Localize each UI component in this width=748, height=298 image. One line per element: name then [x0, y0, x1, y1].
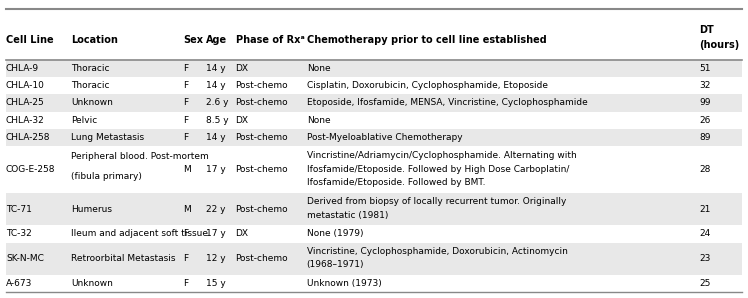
Text: Peripheral blood. Post-mortem: Peripheral blood. Post-mortem: [71, 152, 209, 161]
Text: Thoracic: Thoracic: [71, 81, 109, 90]
Text: M: M: [183, 205, 191, 214]
Bar: [6, 129, 742, 146]
Text: 12 y: 12 y: [206, 254, 225, 263]
Text: CHLA-258: CHLA-258: [6, 133, 50, 142]
Text: 17 y: 17 y: [206, 165, 225, 174]
Text: Phase of Rxᵃ: Phase of Rxᵃ: [236, 35, 304, 45]
Text: COG-E-258: COG-E-258: [6, 165, 55, 174]
Text: F: F: [183, 133, 188, 142]
Text: Post-chemo: Post-chemo: [236, 98, 288, 108]
Text: 32: 32: [699, 81, 711, 90]
Text: Post-chemo: Post-chemo: [236, 254, 288, 263]
Text: 17 y: 17 y: [206, 229, 225, 238]
Text: None: None: [307, 116, 331, 125]
Text: Cisplatin, Doxorubicin, Cyclophosphamide, Etoposide: Cisplatin, Doxorubicin, Cyclophosphamide…: [307, 81, 548, 90]
Text: Chemotherapy prior to cell line established: Chemotherapy prior to cell line establis…: [307, 35, 547, 45]
Text: 51: 51: [699, 64, 711, 73]
Text: (1968–1971): (1968–1971): [307, 260, 364, 269]
Text: DX: DX: [236, 116, 248, 125]
Text: CHLA-32: CHLA-32: [6, 116, 45, 125]
Text: 22 y: 22 y: [206, 205, 225, 214]
Text: 2.6 y: 2.6 y: [206, 98, 228, 108]
Text: Location: Location: [71, 35, 118, 45]
Bar: [6, 243, 742, 275]
Text: 89: 89: [699, 133, 711, 142]
Text: (hours): (hours): [699, 40, 740, 50]
Text: Unknown: Unknown: [71, 279, 113, 288]
Text: 28: 28: [699, 165, 711, 174]
Text: SK-N-MC: SK-N-MC: [6, 254, 44, 263]
Text: Cell Line: Cell Line: [6, 35, 54, 45]
Text: DX: DX: [236, 229, 248, 238]
Text: F: F: [183, 64, 188, 73]
Text: None: None: [307, 64, 331, 73]
Text: 14 y: 14 y: [206, 133, 225, 142]
Text: Post-Myeloablative Chemotherapy: Post-Myeloablative Chemotherapy: [307, 133, 462, 142]
Text: 15 y: 15 y: [206, 279, 225, 288]
Text: DT: DT: [699, 25, 714, 35]
Text: Unknown: Unknown: [71, 98, 113, 108]
Text: Etoposide, Ifosfamide, MENSA, Vincristine, Cyclophosphamide: Etoposide, Ifosfamide, MENSA, Vincristin…: [307, 98, 587, 108]
Text: Unknown (1973): Unknown (1973): [307, 279, 381, 288]
Text: DX: DX: [236, 64, 248, 73]
Text: Vincristine/Adriamycin/Cyclophosphamide. Alternating with: Vincristine/Adriamycin/Cyclophosphamide.…: [307, 151, 577, 160]
Bar: [6, 193, 742, 225]
Text: Post-chemo: Post-chemo: [236, 205, 288, 214]
Text: F: F: [183, 98, 188, 108]
Text: 14 y: 14 y: [206, 64, 225, 73]
Text: CHLA-9: CHLA-9: [6, 64, 39, 73]
Text: Pelvic: Pelvic: [71, 116, 97, 125]
Text: Sex: Sex: [183, 35, 203, 45]
Text: 24: 24: [699, 229, 711, 238]
Text: Retroorbital Metastasis: Retroorbital Metastasis: [71, 254, 176, 263]
Text: F: F: [183, 81, 188, 90]
Text: A-673: A-673: [6, 279, 32, 288]
Text: Thoracic: Thoracic: [71, 64, 109, 73]
Text: Ifosfamide/Etoposide. Followed by BMT.: Ifosfamide/Etoposide. Followed by BMT.: [307, 178, 485, 187]
Text: F: F: [183, 229, 188, 238]
Text: TC-71: TC-71: [6, 205, 32, 214]
Text: metastatic (1981): metastatic (1981): [307, 211, 388, 220]
Bar: [6, 94, 742, 112]
Text: Vincristine, Cyclophosphamide, Doxorubicin, Actinomycin: Vincristine, Cyclophosphamide, Doxorubic…: [307, 246, 568, 255]
Text: 26: 26: [699, 116, 711, 125]
Text: Age: Age: [206, 35, 227, 45]
Text: 99: 99: [699, 98, 711, 108]
Text: TC-32: TC-32: [6, 229, 31, 238]
Text: Post-chemo: Post-chemo: [236, 133, 288, 142]
Text: Post-chemo: Post-chemo: [236, 81, 288, 90]
Text: None (1979): None (1979): [307, 229, 364, 238]
Text: Post-chemo: Post-chemo: [236, 165, 288, 174]
Text: F: F: [183, 116, 188, 125]
Text: 25: 25: [699, 279, 711, 288]
Text: F: F: [183, 279, 188, 288]
Text: CHLA-10: CHLA-10: [6, 81, 45, 90]
Text: M: M: [183, 165, 191, 174]
Text: Lung Metastasis: Lung Metastasis: [71, 133, 144, 142]
Bar: [6, 60, 742, 77]
Text: Derived from biopsy of locally recurrent tumor. Originally: Derived from biopsy of locally recurrent…: [307, 197, 566, 206]
Text: 14 y: 14 y: [206, 81, 225, 90]
Text: Ifosfamide/Etoposide. Followed by High Dose Carboplatin/: Ifosfamide/Etoposide. Followed by High D…: [307, 164, 569, 173]
Text: Humerus: Humerus: [71, 205, 112, 214]
Text: 21: 21: [699, 205, 711, 214]
Text: CHLA-25: CHLA-25: [6, 98, 45, 108]
Text: (fibula primary): (fibula primary): [71, 172, 142, 181]
Text: Ileum and adjacent soft tissue: Ileum and adjacent soft tissue: [71, 229, 208, 238]
Text: 23: 23: [699, 254, 711, 263]
Text: F: F: [183, 254, 188, 263]
Text: 8.5 y: 8.5 y: [206, 116, 228, 125]
